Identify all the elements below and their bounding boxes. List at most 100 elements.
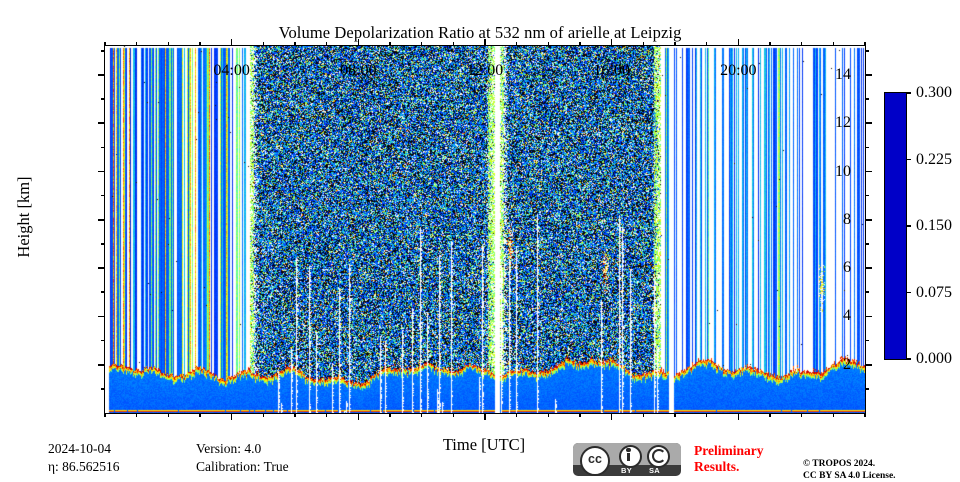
colorbar-tick-label: 0.300 <box>916 84 952 101</box>
x-minor-tick-top <box>864 42 866 46</box>
x-minor-tick <box>705 413 708 417</box>
y-major-tick-right <box>865 363 872 366</box>
x-major-tick-top <box>484 39 486 46</box>
y-tick-label: 8 <box>843 210 851 228</box>
cc-logo-icon <box>580 446 610 476</box>
footer-version: Version: 4.0 <box>196 441 262 456</box>
x-tick-label: 16:00 <box>593 62 630 79</box>
colorbar-tick-label: 0.150 <box>916 217 952 234</box>
colorbar: 0.000 0.075 0.150 0.225 0.300 <box>884 84 952 367</box>
y-tick-label: 2 <box>843 355 851 373</box>
copyright-line-1: © TROPOS 2024. <box>803 459 876 469</box>
y-minor-tick <box>101 339 105 342</box>
x-minor-tick <box>104 413 106 417</box>
y-major-tick-right <box>865 315 872 318</box>
creative-commons-badge: cc BY SA <box>573 443 681 476</box>
y-minor-tick <box>101 146 105 149</box>
x-major-tick-top <box>610 39 613 46</box>
y-tick-label: 4 <box>843 307 851 325</box>
plot-area: 04:00 08:00 12:00 16:00 20:00 2 4 6 8 10 12 14 <box>98 39 872 420</box>
footer-date: 2024-10-04 <box>48 441 111 456</box>
x-tick-label: 20:00 <box>720 62 757 79</box>
y-major-tick <box>98 170 105 173</box>
x-minor-tick <box>832 413 835 417</box>
colorbar-tick <box>906 225 911 227</box>
x-minor-tick <box>579 413 581 417</box>
x-minor-tick-top <box>452 42 455 46</box>
x-tick-label: 08:00 <box>340 62 377 79</box>
x-minor-tick-top <box>832 42 835 46</box>
x-minor-tick-top <box>674 42 676 46</box>
x-minor-tick <box>389 413 391 417</box>
x-minor-tick <box>262 413 265 417</box>
y-tick-label: 12 <box>835 114 851 132</box>
y-major-tick <box>98 267 105 269</box>
footer-calibration: Calibration: True <box>196 459 289 474</box>
cc-by-person-body <box>626 453 631 462</box>
colorbar-tick <box>906 291 911 294</box>
y-major-tick-right <box>865 74 872 76</box>
x-minor-tick-top <box>135 42 138 46</box>
cc-logo-text: cc <box>588 452 602 466</box>
x-minor-tick <box>800 413 803 417</box>
x-major-tick-top <box>737 39 740 46</box>
y-major-tick <box>98 363 105 366</box>
y-minor-tick-right <box>865 194 869 197</box>
y-tick-label: 10 <box>835 162 851 180</box>
y-major-tick <box>98 315 105 318</box>
y-minor-tick-right <box>865 146 869 149</box>
x-minor-tick <box>325 413 328 417</box>
x-minor-tick <box>294 413 296 417</box>
x-major-tick <box>610 413 613 420</box>
y-minor-tick-right <box>865 50 869 52</box>
cc-by-label: BY <box>621 466 633 475</box>
cc-sa-label: SA <box>649 466 661 475</box>
colorbar-tick-label: 0.000 <box>916 350 952 367</box>
x-minor-tick <box>420 413 423 417</box>
y-minor-tick <box>101 243 105 245</box>
x-minor-tick-top <box>325 42 328 46</box>
colorbar-tick-label: 0.225 <box>916 150 952 168</box>
y-major-tick <box>98 74 105 76</box>
x-tick-label: 04:00 <box>213 62 250 79</box>
preliminary-line-1: Preliminary <box>694 443 764 458</box>
copyright-line-2: CC BY SA 4.0 License. <box>803 471 896 481</box>
x-minor-tick <box>452 413 455 417</box>
x-major-tick <box>737 413 740 420</box>
x-minor-tick-top <box>420 42 423 46</box>
y-major-tick <box>98 122 105 125</box>
copyright-notice: © TROPOS 2024. CC BY SA 4.0 License. <box>803 458 896 482</box>
x-major-tick <box>357 413 360 420</box>
y-minor-tick <box>101 291 105 294</box>
x-minor-tick <box>642 413 645 417</box>
preliminary-line-2: Results. <box>694 459 740 474</box>
y-minor-tick-right <box>865 388 869 390</box>
x-minor-tick-top <box>515 42 518 46</box>
y-minor-tick <box>101 194 105 197</box>
colorbar-tick-label: 0.075 <box>916 283 952 301</box>
x-minor-tick-top <box>769 42 771 46</box>
y-minor-tick <box>101 50 105 52</box>
x-minor-tick-top <box>642 42 645 46</box>
x-major-tick-top <box>357 39 360 46</box>
x-major-tick-top <box>230 39 233 46</box>
x-minor-tick <box>674 413 676 417</box>
preliminary-results-notice: Preliminary Results. <box>694 443 763 475</box>
colorbar-gradient <box>885 93 906 359</box>
colorbar-tick <box>906 92 911 94</box>
y-minor-tick-right <box>865 98 869 100</box>
x-minor-tick-top <box>262 42 265 46</box>
y-tick-label: 6 <box>843 259 851 277</box>
x-minor-tick-top <box>389 42 391 46</box>
y-major-tick-right <box>865 267 872 269</box>
colorbar-tick <box>906 158 911 161</box>
y-minor-tick-right <box>865 339 869 342</box>
x-tick-label: 12:00 <box>466 62 504 79</box>
x-major-tick <box>484 413 486 420</box>
x-minor-tick-top <box>579 42 581 46</box>
x-minor-tick <box>167 413 170 417</box>
x-minor-tick <box>135 413 138 417</box>
colorbar-tick <box>906 358 911 360</box>
x-minor-tick <box>515 413 518 417</box>
x-minor-tick-top <box>800 42 803 46</box>
